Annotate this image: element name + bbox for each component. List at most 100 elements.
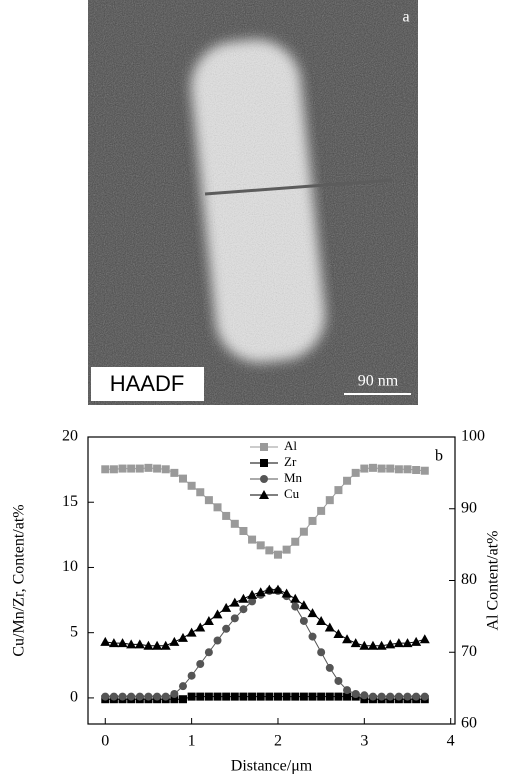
- y-tick-label: 5: [70, 623, 78, 640]
- marker: [317, 648, 326, 657]
- marker: [368, 463, 377, 472]
- marker: [299, 692, 308, 701]
- marker: [196, 488, 205, 497]
- marker: [325, 496, 334, 505]
- marker: [377, 464, 386, 473]
- x-tick-label: 4: [447, 733, 455, 750]
- marker: [178, 682, 187, 691]
- marker: [204, 692, 213, 701]
- detector-label: HAADF: [110, 371, 185, 396]
- marker: [307, 608, 318, 618]
- marker: [290, 593, 301, 603]
- marker: [360, 464, 369, 473]
- marker: [230, 614, 239, 623]
- marker: [248, 692, 257, 701]
- marker: [101, 465, 110, 474]
- series-line: [105, 590, 425, 698]
- marker: [127, 464, 136, 473]
- y-tick-label: 15: [62, 493, 78, 510]
- marker: [299, 616, 308, 625]
- marker: [265, 546, 274, 555]
- marker: [325, 663, 334, 672]
- marker: [342, 634, 353, 644]
- marker: [317, 506, 326, 515]
- marker: [394, 465, 403, 474]
- legend-label: Mn: [284, 470, 303, 485]
- marker: [170, 695, 179, 704]
- marker: [308, 632, 317, 641]
- marker: [403, 465, 412, 474]
- y-tick-label: 0: [70, 689, 78, 706]
- marker: [343, 476, 352, 485]
- x-tick-label: 1: [188, 733, 196, 750]
- marker: [255, 587, 266, 597]
- marker: [386, 692, 395, 701]
- marker: [367, 640, 378, 650]
- marker: [144, 463, 153, 472]
- marker: [386, 464, 395, 473]
- x-tick-label: 3: [360, 733, 368, 750]
- marker: [239, 526, 248, 535]
- plot-frame: [87, 436, 456, 725]
- marker: [153, 692, 162, 701]
- legend-label: Al: [284, 438, 297, 453]
- x-tick-label: 0: [101, 733, 109, 750]
- marker: [420, 692, 429, 701]
- panel-label: a: [402, 9, 409, 26]
- marker: [229, 597, 240, 607]
- marker: [101, 692, 110, 701]
- marker: [118, 464, 127, 473]
- marker: [351, 689, 360, 698]
- marker: [260, 459, 268, 467]
- marker: [248, 535, 257, 544]
- marker: [187, 671, 196, 680]
- marker: [186, 627, 197, 637]
- marker: [419, 634, 430, 644]
- marker: [153, 464, 162, 473]
- marker: [376, 640, 387, 650]
- y2-axis-label: Al Content/at%: [485, 531, 502, 631]
- marker: [299, 527, 308, 536]
- marker: [239, 605, 248, 614]
- marker: [281, 588, 292, 598]
- marker: [178, 474, 187, 483]
- marker: [324, 622, 335, 632]
- marker: [222, 692, 231, 701]
- marker: [325, 692, 334, 701]
- marker: [100, 636, 111, 646]
- marker: [359, 640, 370, 650]
- marker: [177, 632, 188, 642]
- marker: [333, 628, 344, 638]
- marker: [273, 692, 282, 701]
- marker: [187, 481, 196, 490]
- marker: [221, 602, 232, 612]
- x-axis-label: Distance/μm: [231, 758, 313, 775]
- marker: [260, 475, 268, 483]
- marker: [212, 609, 223, 619]
- marker: [108, 638, 119, 648]
- marker: [334, 692, 343, 701]
- marker: [230, 519, 239, 528]
- x-tick-label: 2: [274, 733, 282, 750]
- y-tick-label: 20: [62, 428, 78, 445]
- marker: [317, 692, 326, 701]
- marker: [213, 636, 222, 645]
- marker: [256, 692, 265, 701]
- marker: [203, 615, 214, 625]
- marker: [213, 503, 222, 512]
- marker: [134, 639, 145, 649]
- marker: [135, 692, 144, 701]
- y2-tick-label: 90: [461, 499, 477, 516]
- marker: [412, 692, 421, 701]
- marker: [343, 692, 352, 701]
- marker: [204, 648, 213, 657]
- series-line: [105, 589, 425, 647]
- marker: [273, 550, 282, 559]
- marker: [350, 638, 361, 648]
- marker: [420, 466, 429, 475]
- marker: [222, 511, 231, 520]
- marker: [316, 615, 327, 625]
- marker: [118, 692, 127, 701]
- marker: [161, 692, 170, 701]
